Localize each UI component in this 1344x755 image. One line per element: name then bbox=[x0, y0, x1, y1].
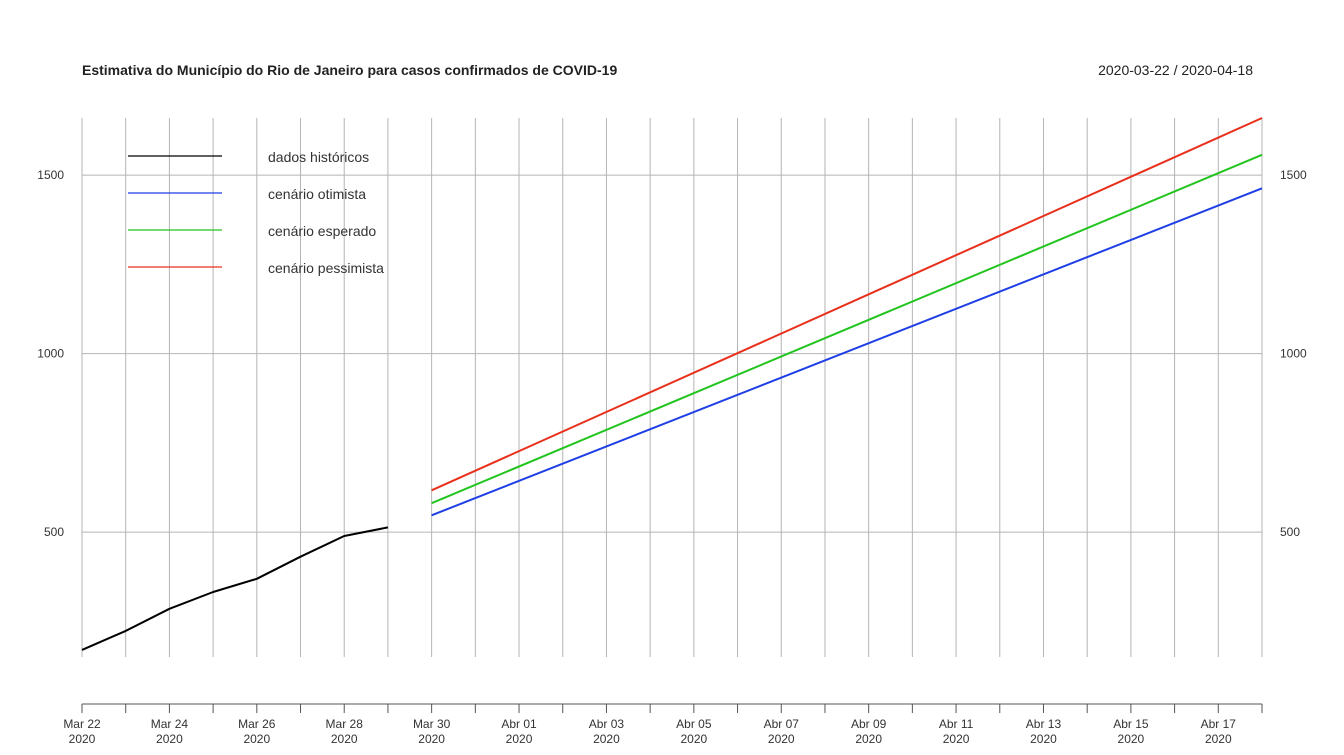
series-line-0 bbox=[81, 526, 389, 651]
x-tick-label: Abr 03 bbox=[589, 717, 625, 731]
x-tick-year: 2020 bbox=[1205, 732, 1232, 746]
x-tick-year: 2020 bbox=[1118, 732, 1145, 746]
x-tick-year: 2020 bbox=[506, 732, 533, 746]
y-tick-label-left: 1500 bbox=[37, 168, 64, 182]
date-range: 2020-03-22 / 2020-04-18 bbox=[1098, 62, 1253, 78]
y-axis-labels: 500 500 1000 1000 1500 1500 bbox=[37, 168, 1307, 539]
y-tick-label-left: 1000 bbox=[37, 347, 64, 361]
x-tick-label: Abr 09 bbox=[851, 717, 887, 731]
series-layer bbox=[81, 117, 1263, 651]
horizontal-grid bbox=[82, 174, 1262, 533]
vertical-grid bbox=[81, 118, 1263, 657]
x-tick-year: 2020 bbox=[331, 732, 358, 746]
x-tick-year: 2020 bbox=[681, 732, 708, 746]
x-tick-label: Abr 01 bbox=[501, 717, 537, 731]
x-tick-year: 2020 bbox=[943, 732, 970, 746]
x-tick-label: Abr 17 bbox=[1201, 717, 1237, 731]
series-line-1 bbox=[431, 187, 1263, 517]
legend-label: cenário pessimista bbox=[268, 260, 384, 276]
y-tick-label-left: 500 bbox=[44, 525, 64, 539]
x-tick-year: 2020 bbox=[243, 732, 270, 746]
x-tick-year: 2020 bbox=[418, 732, 445, 746]
x-tick-year: 2020 bbox=[1030, 732, 1057, 746]
x-tick-label: Abr 15 bbox=[1113, 717, 1149, 731]
legend-label: dados históricos bbox=[268, 149, 369, 165]
x-tick-label: Abr 11 bbox=[939, 717, 974, 731]
legend: dados históricos cenário otimista cenário … bbox=[128, 149, 384, 276]
series-line-3 bbox=[431, 117, 1263, 492]
legend-label: cenário otimista bbox=[268, 186, 366, 202]
x-tick-label: Abr 05 bbox=[676, 717, 712, 731]
y-tick-label-right: 1000 bbox=[1280, 347, 1307, 361]
x-tick-label: Abr 07 bbox=[764, 717, 800, 731]
x-tick-year: 2020 bbox=[156, 732, 183, 746]
y-tick-label-right: 500 bbox=[1280, 525, 1300, 539]
y-tick-label-right: 1500 bbox=[1280, 168, 1307, 182]
x-tick-label: Mar 28 bbox=[326, 717, 364, 731]
series-line-2 bbox=[431, 153, 1263, 505]
x-tick-label: Mar 26 bbox=[238, 717, 276, 731]
x-tick-year: 2020 bbox=[69, 732, 96, 746]
x-tick-year: 2020 bbox=[593, 732, 620, 746]
x-tick-year: 2020 bbox=[768, 732, 795, 746]
x-tick-label: Mar 24 bbox=[151, 717, 189, 731]
legend-label: cenário esperado bbox=[268, 223, 376, 239]
chart-title: Estimativa do Município do Rio de Janeir… bbox=[82, 62, 618, 78]
x-tick-label: Mar 22 bbox=[63, 717, 101, 731]
x-tick-label: Abr 13 bbox=[1026, 717, 1062, 731]
x-tick-label: Mar 30 bbox=[413, 717, 451, 731]
x-tick-year: 2020 bbox=[855, 732, 882, 746]
